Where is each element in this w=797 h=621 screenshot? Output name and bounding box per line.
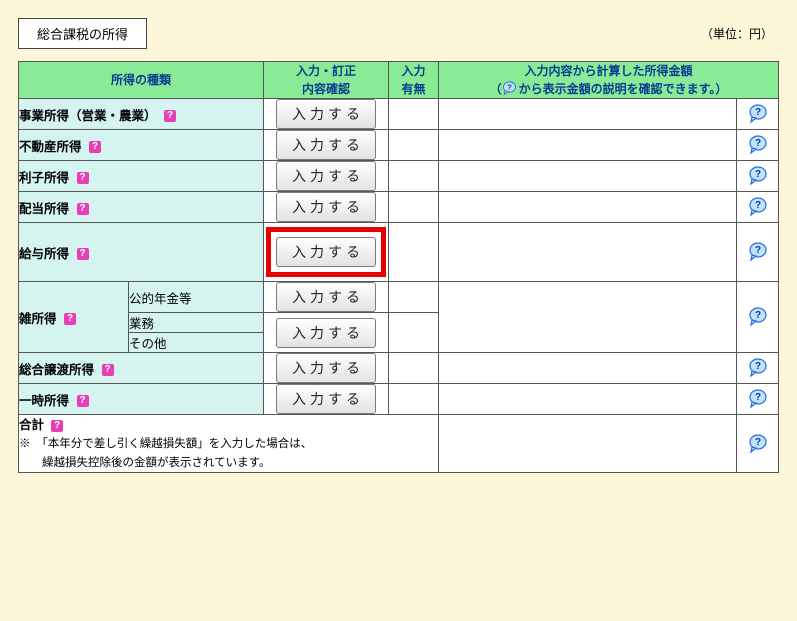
header-income-type: 所得の種類 bbox=[19, 62, 264, 99]
header-calculated: 入力内容から計算した所得金額 （?から表示金額の説明を確認できます。） bbox=[439, 62, 779, 99]
flag-cell bbox=[389, 161, 439, 192]
row-label-realestate: 不動産所得 ? bbox=[19, 130, 264, 161]
help-icon[interactable]: ? bbox=[748, 197, 768, 217]
help-mark-icon[interactable]: ? bbox=[77, 248, 89, 260]
input-button-dividend[interactable]: 入力する bbox=[276, 192, 376, 222]
value-cell bbox=[439, 99, 737, 130]
help-mark-icon[interactable]: ? bbox=[77, 203, 89, 215]
help-icon[interactable]: ? bbox=[748, 104, 768, 124]
flag-cell bbox=[389, 353, 439, 384]
help-mark-icon[interactable]: ? bbox=[77, 395, 89, 407]
input-button-salary[interactable]: 入力する bbox=[276, 237, 376, 267]
svg-text:?: ? bbox=[754, 200, 760, 211]
svg-text:?: ? bbox=[754, 107, 760, 118]
value-cell bbox=[439, 384, 737, 415]
input-button-business[interactable]: 入力する bbox=[276, 99, 376, 129]
input-button-misc-other[interactable]: 入力する bbox=[276, 318, 376, 348]
flag-cell bbox=[389, 223, 439, 282]
value-cell bbox=[439, 353, 737, 384]
help-icon[interactable]: ? bbox=[748, 434, 768, 454]
help-mark-icon[interactable]: ? bbox=[51, 420, 63, 432]
row-label-interest: 利子所得 ? bbox=[19, 161, 264, 192]
svg-text:?: ? bbox=[754, 138, 760, 149]
help-mark-icon[interactable]: ? bbox=[164, 110, 176, 122]
highlight-frame: 入力する bbox=[266, 227, 386, 277]
section-title: 総合課税の所得 bbox=[18, 18, 147, 49]
row-label-misc-business: 業務 bbox=[129, 313, 264, 333]
unit-label: （単位：円） bbox=[701, 25, 779, 42]
row-label-onetime: 一時所得 ? bbox=[19, 384, 264, 415]
svg-text:?: ? bbox=[754, 437, 760, 448]
help-mark-icon[interactable]: ? bbox=[77, 172, 89, 184]
flag-cell bbox=[389, 99, 439, 130]
header-flag: 入力 有無 bbox=[389, 62, 439, 99]
help-mark-icon[interactable]: ? bbox=[89, 141, 101, 153]
svg-text:?: ? bbox=[754, 361, 760, 372]
header-confirm: 入力・訂正 内容確認 bbox=[264, 62, 389, 99]
input-button-onetime[interactable]: 入力する bbox=[276, 384, 376, 414]
help-icon[interactable]: ? bbox=[748, 389, 768, 409]
input-button-misc-pension[interactable]: 入力する bbox=[276, 282, 376, 312]
svg-text:?: ? bbox=[754, 392, 760, 403]
help-mark-icon[interactable]: ? bbox=[64, 313, 76, 325]
svg-text:?: ? bbox=[754, 310, 760, 321]
row-label-misc-other: その他 bbox=[129, 333, 264, 353]
value-cell bbox=[439, 192, 737, 223]
help-icon: ? bbox=[502, 81, 517, 96]
flag-cell bbox=[389, 192, 439, 223]
input-button-capital[interactable]: 入力する bbox=[276, 353, 376, 383]
flag-cell bbox=[389, 313, 439, 353]
row-label-business: 事業所得（営業・農業） ? bbox=[19, 99, 264, 130]
income-table: 所得の種類 入力・訂正 内容確認 入力 有無 入力内容から計算した所得金額 （?… bbox=[18, 61, 779, 473]
row-label-misc: 雑所得 ? bbox=[19, 282, 129, 353]
flag-cell bbox=[389, 384, 439, 415]
row-label-salary: 給与所得 ? bbox=[19, 223, 264, 282]
svg-text:?: ? bbox=[754, 169, 760, 180]
help-mark-icon[interactable]: ? bbox=[102, 364, 114, 376]
value-cell bbox=[439, 282, 737, 353]
help-icon[interactable]: ? bbox=[748, 242, 768, 262]
value-cell bbox=[439, 223, 737, 282]
help-icon[interactable]: ? bbox=[748, 307, 768, 327]
value-cell bbox=[439, 161, 737, 192]
value-cell bbox=[439, 130, 737, 161]
flag-cell bbox=[389, 282, 439, 313]
row-label-dividend: 配当所得 ? bbox=[19, 192, 264, 223]
help-icon[interactable]: ? bbox=[748, 358, 768, 378]
help-icon[interactable]: ? bbox=[748, 166, 768, 186]
total-value-cell bbox=[439, 415, 737, 473]
help-icon[interactable]: ? bbox=[748, 135, 768, 155]
svg-text:?: ? bbox=[754, 245, 760, 256]
row-label-misc-pension: 公的年金等 bbox=[129, 282, 264, 313]
input-button-realestate[interactable]: 入力する bbox=[276, 130, 376, 160]
input-button-interest[interactable]: 入力する bbox=[276, 161, 376, 191]
flag-cell bbox=[389, 130, 439, 161]
row-label-capital: 総合譲渡所得 ? bbox=[19, 353, 264, 384]
svg-text:?: ? bbox=[507, 82, 512, 91]
footer-note: 合計 ? ※ 「本年分で差し引く繰越損失額」を入力した場合は、 繰越損失控除後の… bbox=[19, 415, 439, 473]
